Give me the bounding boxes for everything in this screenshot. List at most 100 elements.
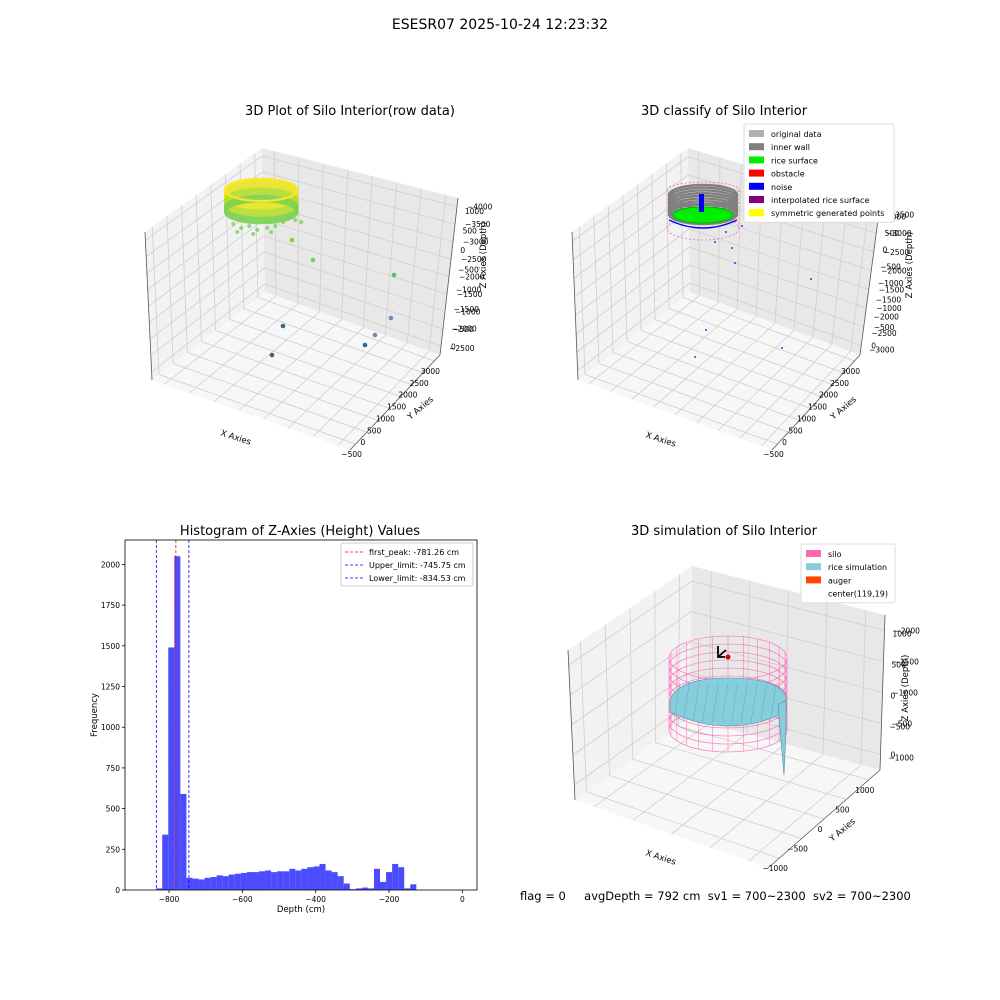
plot3-hist-bar — [174, 556, 181, 890]
plot4-surface-mesh — [721, 682, 729, 723]
plot4-auger-axes — [717, 649, 727, 658]
plot2-gridline — [607, 205, 614, 353]
plot2-gridline — [574, 210, 690, 298]
plot3-hist-bar — [325, 870, 332, 890]
plot2-legend-label: original data — [771, 130, 822, 139]
plot2-legend-swatch — [749, 182, 764, 190]
plot1-gridline — [148, 219, 264, 307]
plot2-ztick-label: 0 — [871, 342, 876, 351]
plot4-legend-label: silo — [828, 550, 842, 559]
plot2-ytick-label: 500 — [885, 229, 900, 238]
plot1-outlier-point — [280, 323, 286, 329]
plot4-legend-swatch — [806, 563, 821, 571]
plot1-xtick-label: 500 — [367, 426, 382, 435]
plot3-hist-bar — [252, 872, 260, 890]
plot4-surface-mesh — [702, 682, 709, 723]
plot4-legend-swatch — [806, 576, 821, 584]
plot1-gridline — [264, 267, 444, 330]
plot4-surface-mesh — [741, 682, 748, 723]
plot1-ytick-label: −1000 — [456, 285, 482, 294]
plot3-hist-bar — [240, 872, 247, 890]
plot3-hist-bar — [228, 874, 235, 890]
plot2-noise-cluster — [699, 194, 704, 212]
plot3-hist-bar — [198, 879, 205, 890]
plot1-gridline — [264, 283, 442, 347]
plot2-xtick-label: 500 — [788, 426, 803, 435]
plot1-gridline — [213, 311, 320, 403]
plot3-xtick-label: −400 — [305, 895, 326, 904]
plot1-xtick-label: 0 — [360, 438, 365, 447]
plot2-gridline — [696, 330, 795, 424]
plot1-pane — [152, 292, 440, 450]
plot2-noise-point — [741, 225, 743, 227]
plot3-hist-bar — [398, 867, 405, 890]
plot3-hist-bar — [216, 875, 223, 890]
plot1-gridline — [263, 219, 450, 277]
plot2-gridline — [593, 216, 600, 364]
plot4-gridline — [691, 580, 885, 631]
plot3-hist-bar — [349, 889, 356, 890]
plot3-xtick-label: 0 — [460, 895, 465, 904]
plot1-scatter-point — [251, 232, 256, 236]
plot2-gridline — [653, 316, 757, 408]
plot2-gridline — [636, 184, 642, 331]
plot4-ytick-label: −1000 — [889, 754, 915, 763]
plot2-gridline — [717, 157, 721, 303]
plot3-xtick-label: −200 — [379, 895, 400, 904]
plot1-scatter-point — [255, 228, 260, 232]
plot2-legend-label: obstacle — [771, 170, 805, 179]
plot4-gridline — [569, 611, 692, 696]
plot2-gridline — [572, 156, 689, 242]
plot1-scatter-point — [239, 226, 244, 230]
plot3-ytick-label: 1000 — [101, 723, 120, 732]
plot4-gridline — [671, 743, 786, 835]
plot4-ztick-label: 0 — [891, 751, 896, 760]
plot4-ytick-label: 500 — [892, 661, 907, 670]
plot1-gridline — [312, 342, 408, 438]
plot1-axis-line — [439, 197, 459, 356]
plot3-hist-bar — [186, 877, 193, 890]
plot3-hist-bar — [337, 876, 344, 890]
plot3-xtick-label: −600 — [232, 895, 253, 904]
plot4-xtick-label: −500 — [787, 845, 808, 854]
plot2-legend-swatch — [749, 209, 764, 217]
plot4-axis-line — [767, 769, 881, 869]
plot3-hist-bar — [386, 872, 393, 890]
plot1-gridline — [263, 235, 448, 295]
plot2-noise-point — [705, 329, 707, 331]
plot3-hist-bar — [313, 866, 320, 890]
plot3-hist-bar — [355, 888, 362, 890]
plot2-ztick-label: −1500 — [879, 285, 905, 294]
plot3-ytick-label: 0 — [115, 886, 120, 895]
plot2-gridline — [575, 228, 690, 316]
plot4-surface-mesh — [750, 682, 758, 723]
plot3-ytick-label: 750 — [106, 764, 121, 773]
plot2-3d-classify: −500050010001500200025003000−3000−2500−2… — [571, 123, 915, 459]
plot3-legend-label: first_peak: -781.26 cm — [369, 548, 459, 557]
plot1-scatter-point — [293, 218, 298, 222]
plot1-gridline — [262, 155, 458, 208]
plot2-xtick-label: 1000 — [797, 414, 816, 423]
plot4-xlabel: X Axies — [644, 848, 677, 867]
plot1-ztick-label: −2500 — [461, 255, 487, 264]
plot2-gridline — [736, 163, 742, 310]
plot4-title: 3D simulation of Silo Interior — [631, 524, 817, 539]
plot3-hist-bar — [343, 883, 350, 890]
plot4-gridline — [594, 722, 710, 808]
plot3-ytick-label: 1750 — [101, 601, 120, 610]
plot3-hist-bar — [283, 871, 290, 890]
plot2-gridline — [631, 309, 738, 400]
plot1-ytick-label: 1000 — [465, 207, 484, 216]
status-avg-depth: avgDepth = 792 cm — [584, 889, 701, 903]
plot3-hist-bar — [162, 834, 169, 890]
plot1-outlier-point — [388, 315, 394, 321]
figure-suptitle: ESESR07 2025-10-24 12:23:32 — [391, 17, 609, 33]
plot2-gridline — [674, 323, 776, 416]
plot2-xlabel: X Axies — [644, 430, 677, 449]
plot1-gridline — [164, 295, 277, 385]
plot2-legend-swatch — [749, 143, 764, 151]
plot2-gridline — [689, 282, 862, 347]
plot4-ytick-label: −500 — [890, 723, 911, 732]
plot2-ytick-label: −1000 — [878, 279, 904, 288]
plot2-legend-label: inner wall — [771, 143, 810, 152]
